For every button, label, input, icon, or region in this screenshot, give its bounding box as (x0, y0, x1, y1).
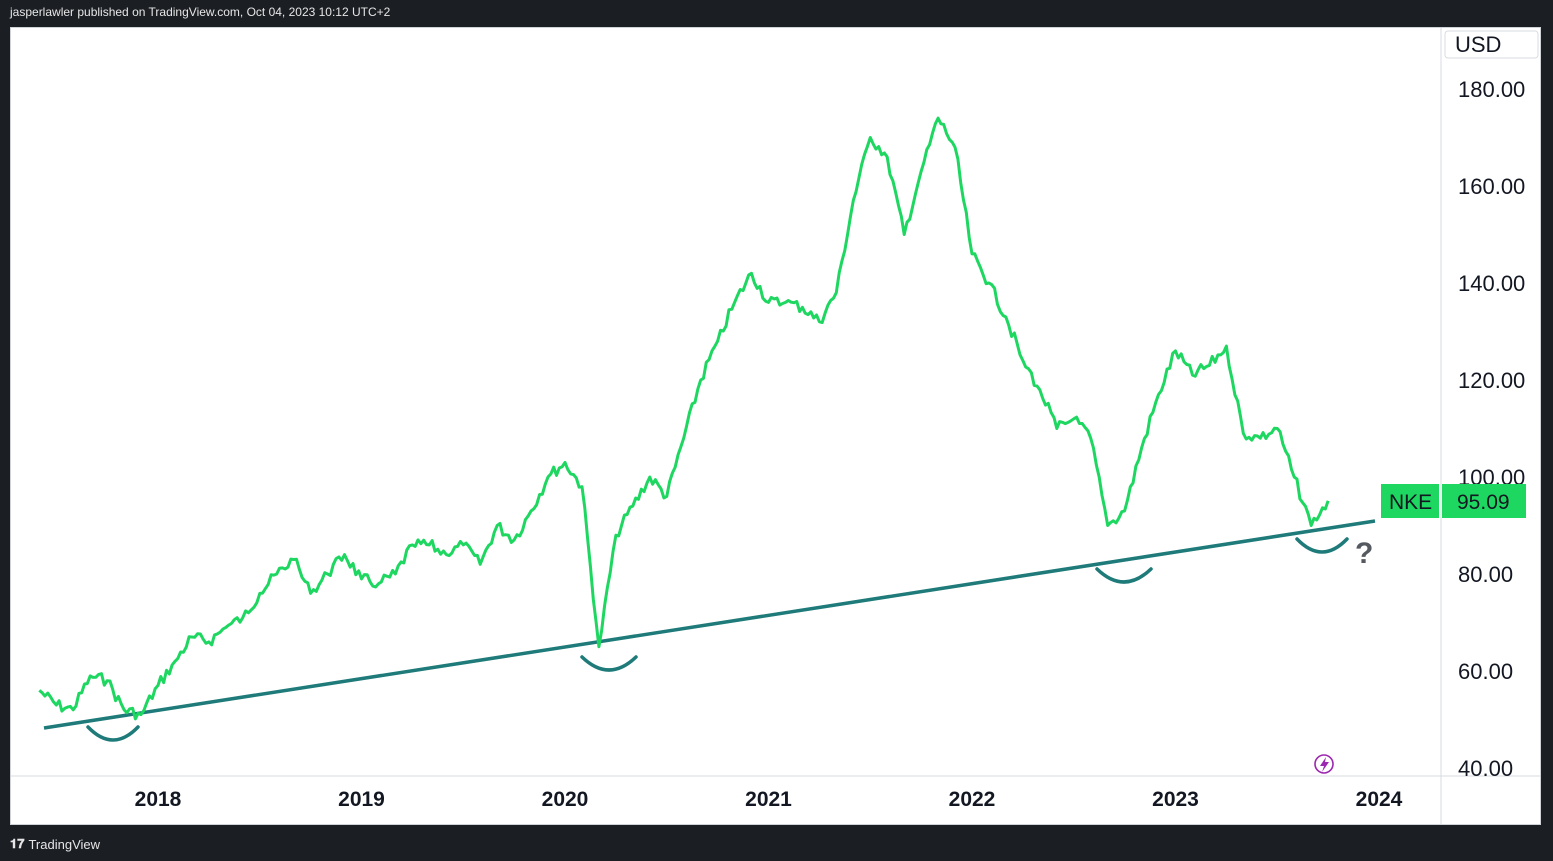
y-tick-label: 180.00 (1458, 77, 1525, 102)
time-axis[interactable]: 2018 2019 2020 2021 2022 2023 2024 (135, 788, 1403, 811)
tv-logo-icon: 𝟏𝟕 (10, 836, 25, 851)
bottom-arc-annotation (1295, 537, 1349, 554)
x-tick-label: 2022 (949, 788, 996, 811)
price-axis[interactable]: 180.00160.00140.00120.00100.0080.0060.00… (1458, 77, 1525, 781)
symbol-label-bg (1381, 484, 1439, 518)
bottom-arc-annotation (580, 655, 638, 672)
price-layer (38, 116, 1330, 721)
question-annotation: ? (1355, 537, 1373, 570)
support-trendline (43, 519, 1376, 730)
price-label-bg (1442, 484, 1526, 518)
last-price-label: NKE 95.09 (1381, 484, 1526, 518)
x-tick-label: 2023 (1152, 788, 1199, 811)
price-series-line (38, 116, 1330, 721)
footer-brand: 𝟏𝟕 TradingView (10, 836, 100, 852)
y-tick-label: 60.00 (1458, 659, 1513, 684)
x-tick-label: 2020 (542, 788, 589, 811)
x-tick-label: 2021 (745, 788, 792, 811)
x-tick-label: 2018 (135, 788, 182, 811)
y-tick-label: 140.00 (1458, 271, 1525, 296)
y-tick-label: 80.00 (1458, 562, 1513, 587)
bottom-arc-annotation (1095, 567, 1153, 584)
lightning-icon[interactable] (1314, 754, 1334, 774)
trend-layer (43, 519, 1376, 742)
publisher-caption: jasperlawler published on TradingView.co… (10, 5, 391, 19)
currency-label[interactable]: USD (1444, 30, 1539, 59)
bottom-arc-annotation (86, 725, 140, 742)
symbol-label: NKE (1389, 491, 1432, 514)
price-label: 95.09 (1457, 491, 1510, 514)
currency-text: USD (1455, 32, 1501, 57)
footer-brand-text: TradingView (28, 836, 101, 852)
y-tick-label: 40.00 (1458, 756, 1513, 781)
y-tick-label: 160.00 (1458, 174, 1525, 199)
y-tick-label: 120.00 (1458, 368, 1525, 393)
axis-separators (11, 28, 1540, 824)
x-tick-label: 2019 (338, 788, 385, 811)
x-tick-label: 2024 (1356, 788, 1403, 811)
